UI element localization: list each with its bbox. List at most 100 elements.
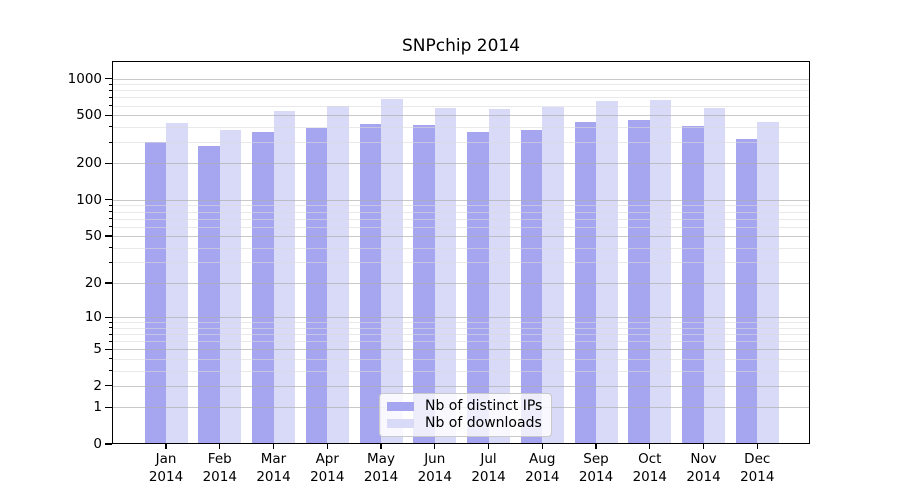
- y-tick-100: [105, 199, 112, 201]
- gridline-major-1000: [112, 78, 810, 80]
- gridline-major-500: [112, 115, 810, 117]
- x-tick-label-nov-2014: Nov 2014: [686, 451, 721, 485]
- gridline-major-50: [112, 236, 810, 238]
- x-tick-mar-2014: [272, 444, 275, 449]
- gridline-minor-8: [112, 327, 810, 329]
- x-tick-jul-2014: [487, 444, 490, 449]
- x-tick-label-jul-2014: Jul 2014: [471, 451, 506, 485]
- y-tick-label-1000: 1000: [67, 70, 102, 87]
- gridline-minor-600: [112, 105, 810, 107]
- y-minor-tick-800: [108, 89, 112, 91]
- bar-nb-of-downloads-nov-2014: [703, 107, 725, 444]
- bar-nb-of-distinct-ips-sep-2014: [574, 121, 596, 444]
- legend-swatch-nb-of-downloads: [387, 419, 414, 428]
- y-tick-200: [105, 162, 112, 165]
- x-tick-dec-2014: [756, 444, 758, 449]
- legend-label: Nb of downloads: [425, 415, 542, 431]
- y-tick-50: [105, 235, 112, 237]
- bar-nb-of-downloads-apr-2014: [327, 106, 349, 444]
- gridline-major-100: [112, 199, 810, 201]
- y-minor-tick-900: [108, 83, 112, 85]
- y-tick-1000: [105, 77, 112, 80]
- legend: Nb of distinct IPs Nb of downloads: [379, 393, 553, 437]
- bar-nb-of-downloads-jul-2014: [488, 108, 510, 444]
- y-tick-10: [105, 316, 112, 318]
- y-minor-tick-8: [108, 327, 112, 329]
- x-tick-label-may-2014: May 2014: [363, 451, 399, 485]
- y-minor-tick-4: [108, 358, 112, 360]
- gridline-minor-4: [112, 358, 810, 360]
- bar-nb-of-distinct-ips-jun-2014: [413, 125, 435, 444]
- legend-swatch-nb-of-distinct-ips: [387, 402, 414, 411]
- y-minor-tick-60: [108, 226, 112, 228]
- y-minor-tick-40: [108, 247, 112, 249]
- x-tick-label-feb-2014: Feb 2014: [202, 451, 237, 485]
- y-tick-label-50: 50: [84, 228, 102, 245]
- y-minor-tick-6: [108, 340, 112, 342]
- gridline-major-20: [112, 282, 810, 284]
- x-tick-jun-2014: [434, 444, 436, 449]
- y-tick-label-1: 1: [93, 399, 102, 416]
- y-tick-1: [105, 406, 112, 408]
- y-minor-tick-7: [108, 333, 112, 335]
- x-tick-jan-2014: [165, 444, 167, 449]
- x-tick-feb-2014: [219, 444, 221, 449]
- bar-nb-of-distinct-ips-dec-2014: [735, 138, 758, 444]
- bar-nb-of-downloads-jun-2014: [434, 107, 457, 444]
- y-minor-tick-700: [108, 96, 112, 98]
- gridline-minor-60: [112, 226, 810, 228]
- bar-nb-of-downloads-oct-2014: [649, 99, 672, 444]
- bar-nb-of-distinct-ips-mar-2014: [252, 131, 274, 444]
- y-tick-label-10: 10: [84, 309, 102, 326]
- y-tick-20: [105, 282, 112, 284]
- gridline-major-200: [112, 163, 810, 165]
- bar-nb-of-distinct-ips-nov-2014: [682, 125, 704, 444]
- y-minor-tick-70: [108, 218, 112, 220]
- legend-item-nb-of-downloads: Nb of downloads: [387, 416, 542, 431]
- x-tick-label-oct-2014: Oct 2014: [632, 451, 667, 485]
- gridline-major-5: [112, 349, 810, 351]
- y-minor-tick-90: [108, 204, 112, 206]
- gridline-minor-30: [112, 262, 810, 264]
- x-tick-may-2014: [380, 444, 382, 449]
- plot-area: [112, 61, 810, 444]
- gridline-minor-9: [112, 322, 810, 324]
- gridline-minor-400: [112, 126, 810, 128]
- bar-nb-of-distinct-ips-apr-2014: [305, 127, 328, 444]
- y-tick-label-20: 20: [84, 274, 102, 291]
- gridline-minor-700: [112, 97, 810, 99]
- y-tick-label-100: 100: [76, 191, 102, 208]
- bar-nb-of-distinct-ips-jul-2014: [467, 132, 489, 444]
- bar-nb-of-distinct-ips-feb-2014: [198, 146, 220, 444]
- y-tick-label-2: 2: [93, 377, 102, 394]
- gridline-minor-80: [112, 211, 810, 213]
- x-tick-apr-2014: [326, 444, 328, 449]
- bar-nb-of-downloads-feb-2014: [219, 130, 242, 444]
- bar-nb-of-downloads-sep-2014: [596, 100, 618, 444]
- y-tick-5: [105, 348, 112, 350]
- gridline-minor-6: [112, 341, 810, 343]
- gridline-minor-800: [112, 90, 810, 92]
- y-minor-tick-80: [108, 211, 112, 213]
- y-minor-tick-3: [108, 370, 112, 372]
- x-tick-label-jun-2014: Jun 2014: [417, 451, 452, 485]
- y-tick-label-0: 0: [93, 436, 102, 452]
- x-tick-label-jan-2014: Jan 2014: [148, 451, 184, 485]
- gridline-minor-90: [112, 205, 810, 207]
- legend-item-nb-of-distinct-ips: Nb of distinct IPs: [387, 399, 542, 414]
- bar-nb-of-distinct-ips-aug-2014: [520, 129, 543, 444]
- gridline-minor-900: [112, 84, 810, 86]
- gridline-minor-7: [112, 334, 810, 335]
- gridline-major-10: [112, 317, 810, 319]
- x-tick-sep-2014: [595, 444, 597, 449]
- x-tick-nov-2014: [702, 444, 705, 449]
- x-tick-label-mar-2014: Mar 2014: [256, 451, 291, 485]
- x-tick-aug-2014: [541, 444, 543, 449]
- y-minor-tick-400: [108, 126, 112, 128]
- x-tick-label-apr-2014: Apr 2014: [310, 451, 345, 485]
- y-minor-tick-9: [108, 321, 112, 323]
- bar-nb-of-distinct-ips-jan-2014: [144, 141, 166, 444]
- chart-title: SNPchip 2014: [401, 36, 521, 56]
- x-tick-oct-2014: [649, 444, 651, 449]
